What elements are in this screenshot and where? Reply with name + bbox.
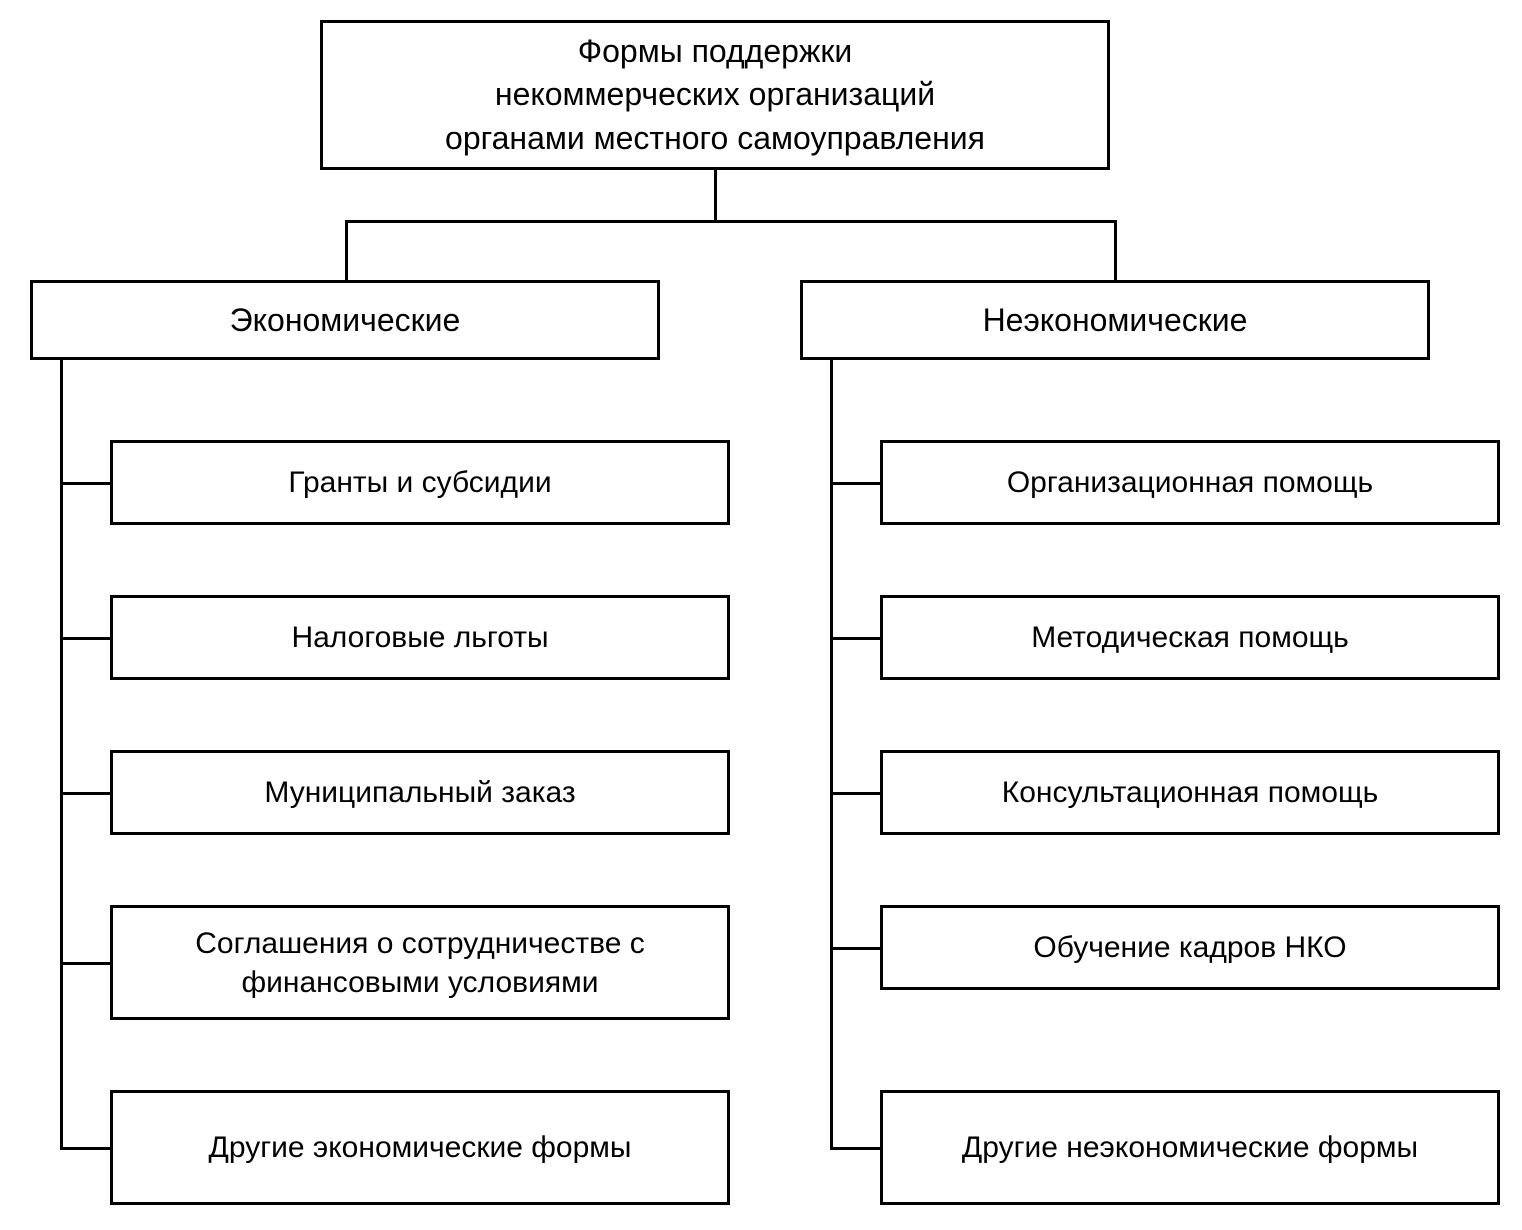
connector-line <box>830 792 880 795</box>
connector-line <box>830 637 880 640</box>
connector-line <box>60 637 110 640</box>
item-node: Налоговые льготы <box>110 595 730 680</box>
connector-line <box>60 962 110 965</box>
category-label: Экономические <box>230 302 461 339</box>
item-label: Соглашения о сотрудничестве с финансовым… <box>125 924 715 1002</box>
category-label: Неэкономические <box>983 302 1248 339</box>
connector-line <box>830 1147 880 1150</box>
category-node-economic: Экономические <box>30 280 660 360</box>
item-node: Другие экономические формы <box>110 1090 730 1205</box>
connector-line <box>345 220 348 280</box>
item-node: Методическая помощь <box>880 595 1500 680</box>
connector-line <box>60 792 110 795</box>
connector-line <box>830 947 880 950</box>
org-chart-diagram: Формы поддержкинекоммерческих организаци… <box>20 20 1502 1210</box>
item-label: Другие неэкономические формы <box>962 1128 1418 1167</box>
connector-line <box>345 220 1115 223</box>
item-label: Организационная помощь <box>1007 463 1373 502</box>
item-node: Муниципальный заказ <box>110 750 730 835</box>
item-label: Консультационная помощь <box>1002 773 1379 812</box>
connector-line <box>714 170 717 220</box>
item-node: Организационная помощь <box>880 440 1500 525</box>
item-label: Налоговые льготы <box>291 618 548 657</box>
root-label: Формы поддержкинекоммерческих организаци… <box>445 30 985 160</box>
item-label: Муниципальный заказ <box>264 773 575 812</box>
root-node: Формы поддержкинекоммерческих организаци… <box>320 20 1110 170</box>
connector-line <box>1114 220 1117 280</box>
connector-line <box>60 1147 110 1150</box>
connector-line <box>60 482 110 485</box>
item-label: Обучение кадров НКО <box>1033 928 1346 967</box>
category-node-noneconomic: Неэкономические <box>800 280 1430 360</box>
item-node: Гранты и субсидии <box>110 440 730 525</box>
item-node: Консультационная помощь <box>880 750 1500 835</box>
item-label: Методическая помощь <box>1031 618 1349 657</box>
item-label: Гранты и субсидии <box>288 463 551 502</box>
item-node: Соглашения о сотрудничестве с финансовым… <box>110 905 730 1020</box>
connector-line <box>60 360 63 1148</box>
connector-line <box>830 482 880 485</box>
connector-line <box>830 360 833 1148</box>
item-label: Другие экономические формы <box>209 1128 632 1167</box>
item-node: Другие неэкономические формы <box>880 1090 1500 1205</box>
item-node: Обучение кадров НКО <box>880 905 1500 990</box>
